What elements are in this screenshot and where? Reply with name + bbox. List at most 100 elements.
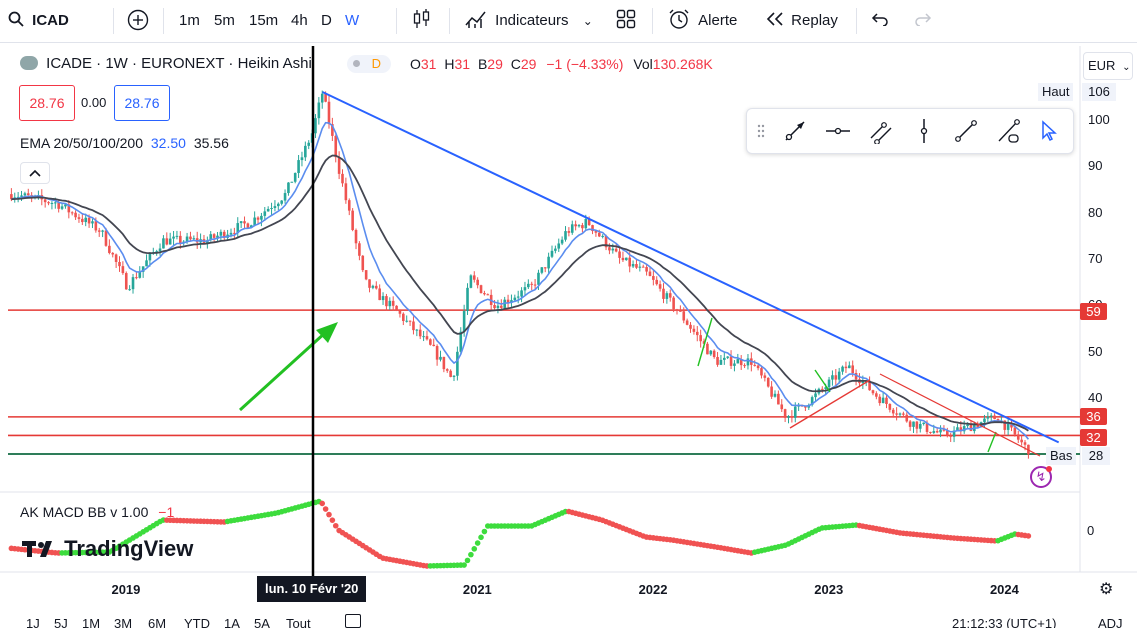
adj-toggle[interactable]: ADJ [1098,616,1123,628]
range-3m[interactable]: 3M [114,616,133,628]
candle [124,271,128,290]
layouts-button[interactable] [616,0,636,42]
candle-body [956,427,959,431]
candle-body [527,283,530,288]
range-1j[interactable]: 1J [26,616,40,628]
candle [70,211,74,216]
collapse-legend-button[interactable] [20,162,50,184]
range-ytd[interactable]: YTD [184,616,210,628]
interval-1m[interactable]: 1m [179,12,200,29]
candle [84,213,88,227]
candle-body [317,102,321,119]
candle [905,412,909,423]
candle-body [618,251,621,258]
candle [445,368,449,373]
candle-body [716,356,719,365]
drag-handle-icon[interactable] [756,123,766,139]
range-1a[interactable]: 1A [224,616,240,628]
price-chart[interactable] [0,46,1137,628]
candle-body [20,195,23,197]
candle-body [706,343,709,355]
cursor-icon[interactable] [1037,119,1061,143]
candle [523,281,527,296]
indicators-button[interactable]: Indicateurs ⌄ [465,0,593,42]
interval-5m[interactable]: 5m [214,12,235,29]
market-status-badge[interactable]: D [347,55,391,73]
candle-body [111,252,115,255]
candle [13,192,17,203]
buy-price-box[interactable]: 28.76 [114,85,170,121]
currency-selector[interactable]: EUR ⌄ [1083,52,1133,80]
range-5j[interactable]: 5J [54,616,68,628]
dot-icon [353,60,360,67]
parallel-channel-tool-icon[interactable] [868,118,894,144]
candle-body [422,336,425,338]
candle [479,284,483,294]
candle-body [723,357,726,360]
range-1m[interactable]: 1M [82,616,101,628]
candle [881,392,885,404]
candle-body [222,231,226,238]
interval-15m[interactable]: 15m [249,12,279,29]
settings-gear-icon[interactable]: ⚙ [1099,581,1114,598]
undo-button[interactable] [871,0,889,42]
candle [432,338,436,347]
interval-4h[interactable]: 4h [291,12,308,29]
ema-value-1: 32.50 [150,135,186,151]
candle-body [601,235,604,237]
candle [233,227,236,239]
candle [452,375,456,382]
candle-body [145,260,148,267]
candle [564,226,567,242]
range-tout[interactable]: Tout [286,616,311,628]
redo-button[interactable] [914,0,932,42]
candle-body [905,414,909,422]
ray-tool-icon[interactable] [782,118,808,144]
candle-body [898,413,902,415]
interval-d[interactable]: D [321,12,332,29]
flash-icon[interactable]: ↯ [1030,466,1052,488]
horizontal-line-tool-icon[interactable] [825,118,851,144]
candle [854,369,858,386]
candle-body [614,248,618,252]
candle-body [466,287,469,312]
chart-area[interactable]: ICADE · 1W · EURONEXT · Heikin Ashi D O3… [0,46,1137,628]
sell-price-box[interactable]: 28.76 [19,85,75,121]
candle-body [334,135,338,158]
candle-body [594,231,598,233]
range-5a[interactable]: 5A [254,616,270,628]
candle [777,390,780,405]
candle [652,269,655,286]
vertical-line-tool-icon[interactable] [911,118,937,144]
candle [631,260,635,269]
replay-button[interactable]: Replay [765,0,838,42]
candle-body [273,206,277,208]
candle [486,293,490,296]
candle-body [682,311,686,321]
price-tick-50: 50 [1088,343,1103,359]
candle-body [1013,427,1017,435]
candle-body [320,93,324,103]
interval-w[interactable]: W [345,12,360,29]
candle-body [469,275,473,288]
time-tick-2024: 2024 [989,582,1019,597]
candle [222,229,226,242]
candle [435,344,439,366]
date-range-icon[interactable] [345,614,361,628]
macd-dot [332,522,339,529]
candle-body [871,390,875,394]
candle [891,408,895,418]
candle [331,117,334,142]
brush-tool-icon[interactable] [995,117,1023,145]
alert-button[interactable]: Alerte [668,0,737,42]
green-mark [987,431,997,453]
trend-line-tool-icon[interactable] [953,118,979,144]
compare-symbol-button[interactable] [127,0,149,42]
chart-type-button[interactable] [412,0,432,42]
range-6m[interactable]: 6M [148,616,167,628]
clock-readout[interactable]: 21:12:33 (UTC+1) [952,616,1057,628]
candle [179,231,182,249]
candle-body [912,421,915,427]
symbol-search[interactable]: ICAD [8,0,69,42]
candle [354,228,358,250]
